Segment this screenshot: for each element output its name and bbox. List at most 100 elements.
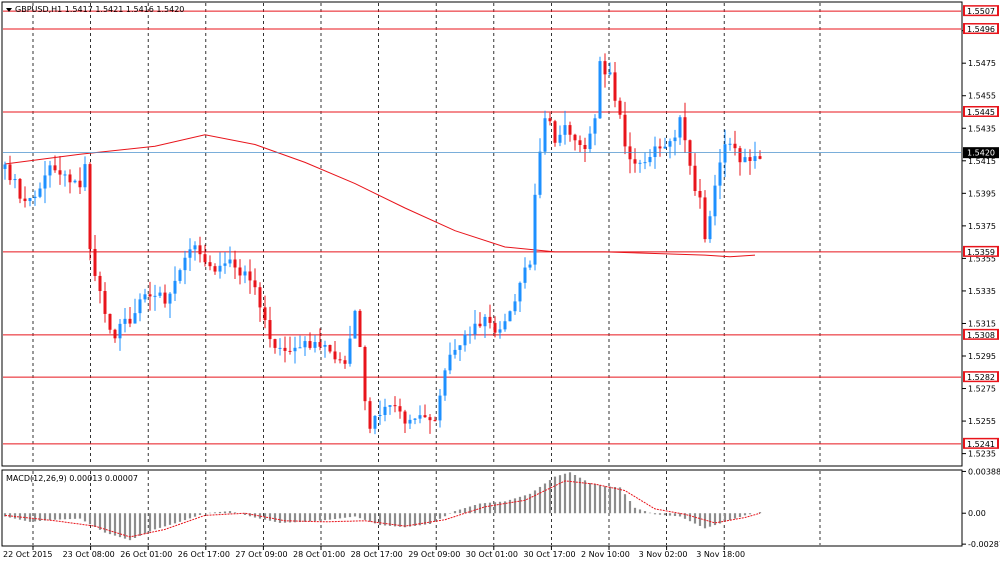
candle-body xyxy=(703,197,707,240)
candle-body xyxy=(38,188,42,197)
horizontal-levels xyxy=(3,10,961,445)
candle-body xyxy=(63,174,67,176)
candle-body xyxy=(53,165,57,171)
candle-body xyxy=(583,144,587,149)
level-label-inner xyxy=(965,107,997,116)
candle-body xyxy=(623,114,627,147)
candle-body xyxy=(238,267,242,276)
candle-body xyxy=(258,287,262,308)
candle-body xyxy=(618,100,622,115)
time-tick-label: 28 Oct 01:00 xyxy=(293,550,345,559)
level-label: 1.5359 xyxy=(967,248,995,257)
price-tick-label: 1.5375 xyxy=(968,222,996,231)
time-tick-label: 26 Oct 17:00 xyxy=(178,550,230,559)
candle-body xyxy=(503,321,507,330)
candle-body xyxy=(723,144,727,163)
candle-body xyxy=(8,164,12,181)
level-label: 1.5241 xyxy=(967,440,995,449)
candle-body xyxy=(383,406,387,416)
main-panel-frame xyxy=(1,1,963,467)
candle-body xyxy=(178,270,182,281)
candle-body xyxy=(458,345,462,350)
candle-body xyxy=(648,157,652,163)
candle-body xyxy=(368,401,372,429)
candle-body xyxy=(108,313,112,330)
candle-body xyxy=(288,350,292,352)
candle-body xyxy=(548,118,552,122)
time-tick-label: 2 Nov 10:00 xyxy=(581,550,630,559)
candle-body xyxy=(493,322,497,333)
chart-menu-triangle-icon[interactable] xyxy=(6,8,12,12)
candlesticks xyxy=(3,53,762,435)
candle-body xyxy=(673,137,677,142)
candle-body xyxy=(698,191,702,198)
time-tick-label: 22 Oct 2015 xyxy=(3,550,52,559)
candle-body xyxy=(143,294,147,300)
candle-body xyxy=(213,266,217,272)
candle-body xyxy=(523,267,527,283)
macd-signal-line xyxy=(4,480,761,538)
candle-body xyxy=(413,418,417,420)
candle-body xyxy=(463,334,467,346)
candle-body xyxy=(638,162,642,164)
candle-body xyxy=(138,299,142,314)
candle-body xyxy=(273,339,277,348)
candle-body xyxy=(93,248,97,276)
macd-tick-label: 0.00 xyxy=(968,509,986,518)
candle-body xyxy=(543,118,547,152)
candle-body xyxy=(193,245,197,250)
current-price-box xyxy=(963,147,999,159)
candle-body xyxy=(633,159,637,164)
level-label-inner xyxy=(965,6,997,15)
candle-body xyxy=(198,245,202,255)
candle-body xyxy=(228,259,232,264)
candle-body xyxy=(513,301,517,312)
time-tick-label: 26 Oct 01:00 xyxy=(120,550,172,559)
current-price-label: 1.5420 xyxy=(967,149,995,158)
candle-body xyxy=(153,295,157,297)
time-axis: 22 Oct 2015 23 Oct 08:00 26 Oct 01:00 26 Oc… xyxy=(3,546,745,559)
candle-body xyxy=(608,72,612,75)
price-tick-label: 1.5275 xyxy=(968,385,996,394)
candle-body xyxy=(438,395,442,421)
candle-body xyxy=(243,271,247,276)
price-tick-label: 1.5415 xyxy=(968,157,996,166)
candle-body xyxy=(738,148,742,163)
candle-body xyxy=(283,347,287,351)
candle-body xyxy=(48,165,52,176)
candle-body xyxy=(683,117,687,141)
level-label-inner xyxy=(965,24,997,33)
candle-body xyxy=(428,417,432,421)
level-label: 1.5507 xyxy=(967,7,995,16)
candle-body xyxy=(453,349,457,355)
level-label-inner xyxy=(965,439,997,448)
ma-polyline xyxy=(4,134,756,258)
price-tick-label: 1.5455 xyxy=(968,92,996,101)
candle-body xyxy=(333,351,337,360)
candle-body xyxy=(328,344,332,352)
candle-body xyxy=(533,194,537,265)
price-tick-label: 1.5255 xyxy=(968,417,996,426)
candle-body xyxy=(268,320,272,340)
candle-body xyxy=(713,185,717,217)
candle-body xyxy=(468,334,472,336)
candle-body xyxy=(308,341,312,348)
candle-body xyxy=(23,198,27,202)
candle-body xyxy=(43,175,47,189)
candle-body xyxy=(28,198,32,202)
candle-body xyxy=(568,125,572,135)
level-label: 1.5282 xyxy=(967,373,995,382)
candle-body xyxy=(218,265,222,272)
time-tick-label: 30 Oct 01:00 xyxy=(466,550,518,559)
time-tick-label: 27 Oct 09:00 xyxy=(235,550,287,559)
candle-body xyxy=(293,347,297,352)
candle-body xyxy=(113,329,117,339)
candle-body xyxy=(248,271,252,281)
candle-body xyxy=(98,275,102,292)
candle-body xyxy=(508,311,512,322)
candle-body xyxy=(18,178,22,199)
candle-body xyxy=(373,415,377,429)
candle-body xyxy=(558,134,562,143)
candle-body xyxy=(278,347,282,349)
